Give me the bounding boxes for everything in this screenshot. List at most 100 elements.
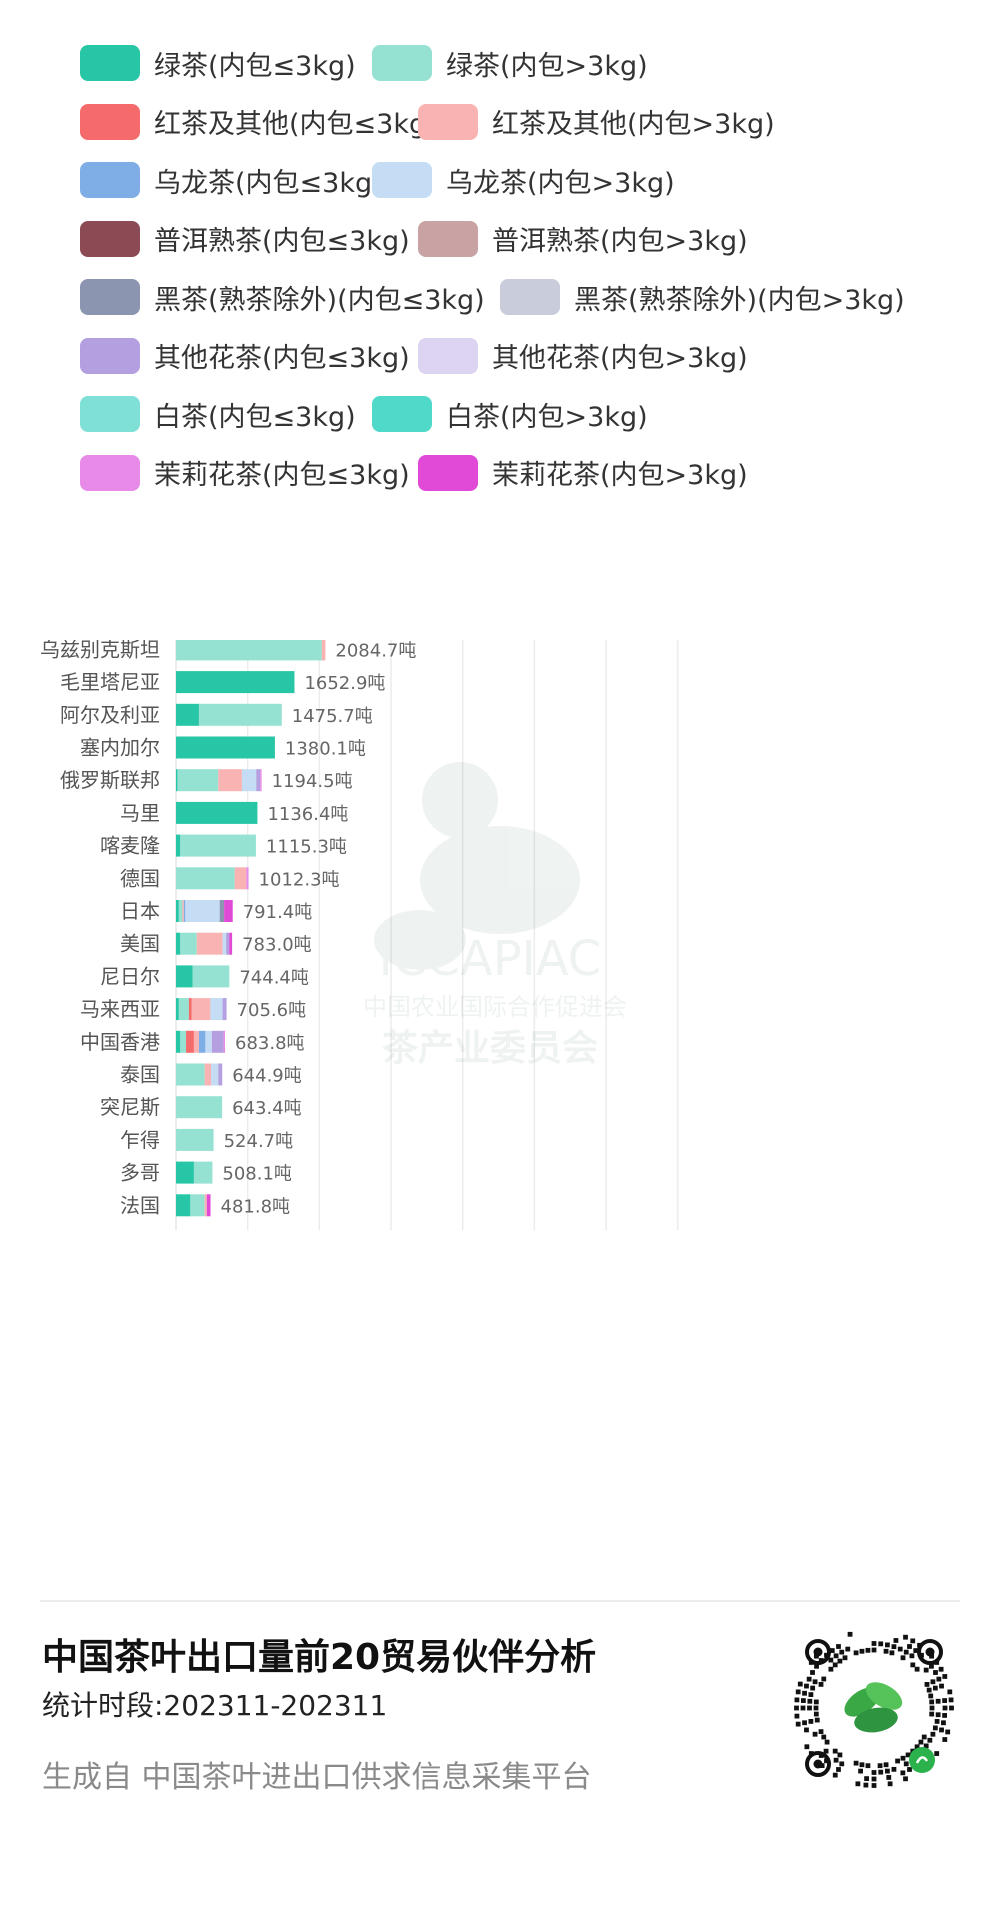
qr-dot — [897, 1646, 903, 1652]
bar-segment[interactable] — [176, 640, 322, 661]
bar-segment[interactable] — [176, 998, 179, 1021]
bar-segment[interactable] — [241, 769, 257, 792]
bar-segment[interactable] — [176, 736, 275, 759]
tea-leaf-qr-code-icon[interactable] — [788, 1622, 960, 1794]
bar-segment[interactable] — [193, 1030, 199, 1053]
legend-item[interactable]: 茉莉花茶(内包>3kg) — [418, 454, 748, 492]
qr-dot — [828, 1657, 834, 1663]
bar-segment[interactable] — [256, 769, 261, 792]
legend-item[interactable]: 茉莉花茶(内包≤3kg) — [80, 454, 410, 492]
qr-dot — [929, 1663, 934, 1669]
legend-item[interactable]: 白茶(内包≤3kg) — [80, 395, 356, 433]
bar-segment[interactable] — [260, 769, 262, 792]
bar-segment[interactable] — [223, 1030, 226, 1053]
bar-segment[interactable] — [204, 1063, 212, 1086]
bar-segment[interactable] — [182, 900, 184, 922]
legend-label: 茉莉花茶(内包≤3kg) — [154, 460, 410, 491]
qr-dot — [845, 1646, 851, 1652]
total-labels: 6502.7吨4128.9吨2084.7吨1652.9吨1475.7吨1380.… — [221, 640, 417, 1217]
bar-segment[interactable] — [196, 932, 223, 955]
bar-segment[interactable] — [176, 1194, 191, 1217]
bar-segment[interactable] — [176, 1030, 181, 1053]
legend-item[interactable]: 普洱熟茶(内包>3kg) — [418, 220, 748, 258]
bar-segment[interactable] — [176, 834, 181, 857]
qr-dot — [900, 1655, 906, 1661]
bar-segment[interactable] — [321, 640, 326, 661]
bar-segment[interactable] — [176, 1063, 205, 1086]
bar-segment[interactable] — [180, 834, 256, 857]
legend-item[interactable]: 其他花茶(内包≤3kg) — [80, 337, 410, 375]
bar-segment[interactable] — [211, 1063, 219, 1086]
bar-segment[interactable] — [176, 1096, 223, 1119]
bar-segment[interactable] — [190, 1194, 205, 1217]
qr-dot — [859, 1762, 865, 1768]
bar-segment[interactable] — [176, 867, 235, 890]
legend-item[interactable]: 红茶及其他(内包>3kg) — [418, 103, 775, 141]
bar-segment[interactable] — [180, 1030, 187, 1053]
qr-dot — [807, 1698, 813, 1704]
bar-segment[interactable] — [219, 900, 225, 922]
legend-swatch — [372, 162, 432, 198]
qr-dot — [853, 1760, 859, 1766]
legend-item[interactable]: 普洱熟茶(内包≤3kg) — [80, 220, 410, 258]
bar-segment[interactable] — [176, 671, 295, 694]
legend-item[interactable]: 乌龙茶(内包>3kg) — [372, 161, 675, 199]
legend-item[interactable]: 绿茶(内包>3kg) — [372, 44, 648, 82]
total-label: 643.4吨 — [232, 1098, 302, 1119]
legend-item[interactable]: 红茶及其他(内包≤3kg) — [80, 103, 437, 141]
bar-segment[interactable] — [191, 998, 211, 1021]
bar-segment[interactable] — [176, 965, 193, 988]
bar-segment[interactable] — [176, 1128, 214, 1151]
bar-segment[interactable] — [204, 1194, 207, 1217]
qr-dot — [942, 1737, 948, 1742]
bar-segment[interactable] — [180, 932, 197, 955]
total-label: 644.9吨 — [232, 1066, 302, 1087]
qr-dot — [865, 1647, 871, 1653]
bar-segment[interactable] — [205, 1030, 212, 1053]
bar-segment[interactable] — [206, 1194, 211, 1217]
legend-item[interactable]: 白茶(内包>3kg) — [372, 395, 648, 433]
bar-segment[interactable] — [176, 769, 178, 792]
bar-segment[interactable] — [198, 703, 282, 726]
bar-segment[interactable] — [193, 1161, 213, 1184]
category-label: 突尼斯 — [100, 1095, 160, 1119]
qr-finder-dot — [925, 1647, 935, 1657]
bar-segment[interactable] — [211, 1030, 224, 1053]
bar-segment[interactable] — [178, 900, 183, 922]
bar-segment[interactable] — [222, 932, 227, 955]
bar-segment[interactable] — [222, 998, 227, 1021]
category-label: 法国 — [120, 1193, 160, 1217]
legend-item[interactable]: 其他花茶(内包>3kg) — [418, 337, 748, 375]
legend-label: 红茶及其他(内包>3kg) — [492, 109, 775, 140]
bar-segment[interactable] — [198, 1030, 206, 1053]
bar-segment[interactable] — [218, 1063, 223, 1086]
bar-segment[interactable] — [188, 998, 192, 1021]
bar-segment[interactable] — [186, 1030, 194, 1053]
bar-segment[interactable] — [234, 867, 247, 890]
qr-dot — [878, 1769, 884, 1775]
bar-segment[interactable] — [176, 1161, 194, 1184]
bar-segment[interactable] — [176, 801, 258, 824]
bar-segment[interactable] — [229, 932, 233, 955]
bar-segment[interactable] — [176, 900, 179, 922]
bar-segment[interactable] — [218, 769, 242, 792]
legend-item[interactable]: 黑茶(熟茶除外)(内包>3kg) — [500, 278, 905, 316]
legend-item[interactable]: 绿茶(内包≤3kg) — [80, 44, 356, 82]
qr-dot — [927, 1737, 933, 1743]
category-label: 乍得 — [120, 1128, 160, 1152]
total-label: 783.0吨 — [242, 935, 312, 956]
bar-segment[interactable] — [185, 900, 220, 922]
qr-dot — [945, 1729, 951, 1735]
bar-segment[interactable] — [178, 998, 189, 1021]
legend-item[interactable]: 乌龙茶(内包≤3kg) — [80, 161, 383, 199]
bar-segment[interactable] — [224, 900, 233, 922]
bar-segment[interactable] — [177, 769, 219, 792]
bar-segment[interactable] — [183, 900, 186, 922]
bar-segment[interactable] — [176, 703, 199, 726]
legend-item[interactable]: 黑茶(熟茶除外)(内包≤3kg) — [80, 278, 485, 316]
bar-segment[interactable] — [176, 932, 181, 955]
bar-segment[interactable] — [192, 965, 230, 988]
bar-segment[interactable] — [210, 998, 223, 1021]
bar-segment[interactable] — [246, 867, 249, 890]
bar-segment[interactable] — [226, 932, 230, 955]
